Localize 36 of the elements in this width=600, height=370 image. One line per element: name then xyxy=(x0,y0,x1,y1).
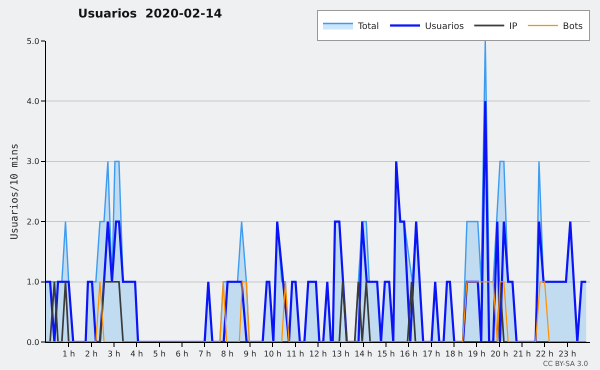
x-tick-label: 1 h xyxy=(62,350,76,359)
y-tick-label: 4.0 xyxy=(26,97,40,106)
x-tick-label: 8 h xyxy=(220,350,234,359)
y-tick-label: 3.0 xyxy=(26,157,40,166)
x-tick-label: 16 h xyxy=(400,350,418,359)
x-tick-label: 5 h xyxy=(152,350,166,359)
y-tick-label: 5.0 xyxy=(26,36,40,46)
legend-label: Total xyxy=(357,22,380,32)
x-tick-label: 4 h xyxy=(130,350,144,359)
x-tick-label: 22 h xyxy=(536,350,554,359)
x-tick-label: 20 h xyxy=(490,350,508,359)
x-tick-label: 7 h xyxy=(198,350,212,359)
x-tick-label: 6 h xyxy=(176,350,188,359)
legend-label: Usuarios xyxy=(425,22,464,32)
y-tick-label: 0.0 xyxy=(26,338,40,347)
line-series xyxy=(46,100,588,342)
x-tick-label: 3 h xyxy=(108,350,120,359)
x-tick-label: 23 h xyxy=(558,350,576,359)
x-tick-label: 13 h xyxy=(332,350,350,359)
x-tick-label: 2 h xyxy=(84,350,98,359)
x-tick-label: 10 h xyxy=(264,350,282,359)
y-tick-label: 1.0 xyxy=(26,278,40,287)
y-axis-title: Usuarios/10 mins xyxy=(10,143,21,240)
y-tick-label: 2.0 xyxy=(26,217,40,226)
x-tick-label: 15 h xyxy=(377,350,395,359)
x-tick-label: 9 h xyxy=(244,350,256,359)
x-tick-label: 18 h xyxy=(445,350,463,359)
x-tick-label: 12 h xyxy=(309,350,327,359)
x-tick-label: 17 h xyxy=(422,350,440,359)
legend-label: IP xyxy=(509,22,518,32)
legend-label: Bots xyxy=(562,22,584,32)
chart-title: Usuarios 2020-02-14 xyxy=(78,6,222,21)
x-tick-label: 19 h xyxy=(468,350,486,359)
x-tick-label: 11 h xyxy=(286,350,304,359)
x-tick-label: 14 h xyxy=(354,350,372,359)
x-tick-label: 21 h xyxy=(513,350,531,359)
